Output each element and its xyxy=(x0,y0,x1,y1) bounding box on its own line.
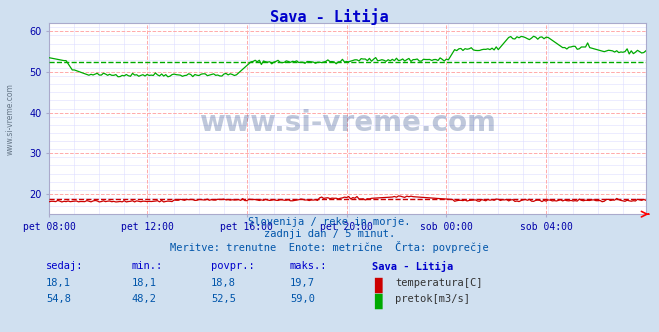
Text: zadnji dan / 5 minut.: zadnji dan / 5 minut. xyxy=(264,229,395,239)
Text: povpr.:: povpr.: xyxy=(211,261,254,271)
Text: 52,5: 52,5 xyxy=(211,294,236,304)
Text: 59,0: 59,0 xyxy=(290,294,315,304)
Text: www.si-vreme.com: www.si-vreme.com xyxy=(5,84,14,155)
Text: temperatura[C]: temperatura[C] xyxy=(395,278,483,288)
Text: 54,8: 54,8 xyxy=(46,294,71,304)
Text: 18,1: 18,1 xyxy=(132,278,157,288)
Text: sedaj:: sedaj: xyxy=(46,261,84,271)
Text: pretok[m3/s]: pretok[m3/s] xyxy=(395,294,471,304)
Text: Meritve: trenutne  Enote: metrične  Črta: povprečje: Meritve: trenutne Enote: metrične Črta: … xyxy=(170,241,489,253)
Text: 18,8: 18,8 xyxy=(211,278,236,288)
Text: 18,1: 18,1 xyxy=(46,278,71,288)
Text: █: █ xyxy=(374,278,382,293)
Text: 19,7: 19,7 xyxy=(290,278,315,288)
Text: Sava - Litija: Sava - Litija xyxy=(270,8,389,25)
Text: 48,2: 48,2 xyxy=(132,294,157,304)
Text: www.si-vreme.com: www.si-vreme.com xyxy=(199,109,496,136)
Text: maks.:: maks.: xyxy=(290,261,328,271)
Text: █: █ xyxy=(374,294,382,309)
Text: Slovenija / reke in morje.: Slovenija / reke in morje. xyxy=(248,217,411,227)
Text: Sava - Litija: Sava - Litija xyxy=(372,261,453,272)
Text: min.:: min.: xyxy=(132,261,163,271)
